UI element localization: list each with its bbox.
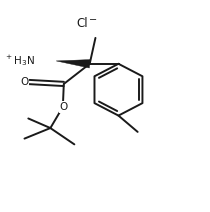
Text: $^+$H$_3$N: $^+$H$_3$N [4, 53, 35, 68]
Polygon shape [56, 60, 90, 68]
Text: O: O [60, 102, 68, 112]
Text: Cl: Cl [76, 17, 88, 30]
Text: O: O [20, 77, 28, 87]
Text: −: − [89, 15, 97, 25]
